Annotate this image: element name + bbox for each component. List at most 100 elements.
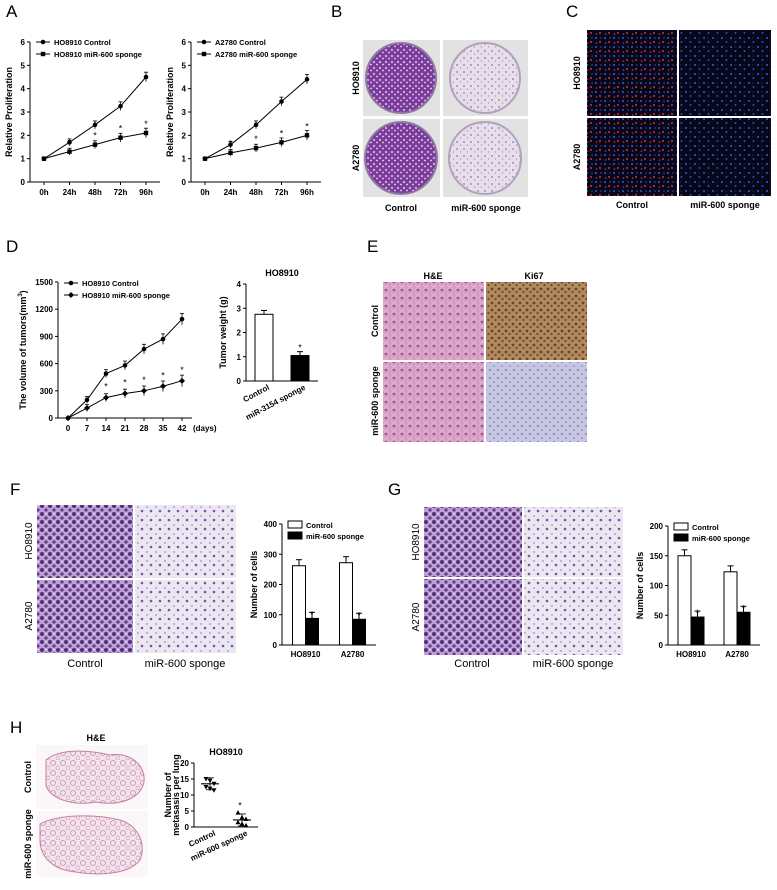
y-tick-label: 600	[40, 360, 54, 369]
row-label-e-sponge: miR-600 sponge	[370, 366, 380, 436]
col-label-f-control: Control	[67, 658, 102, 670]
significance-star: *	[144, 119, 148, 129]
lung-section-sponge	[39, 815, 143, 875]
y-tick-label: 0	[21, 178, 26, 187]
legend-marker	[40, 39, 46, 45]
data-point	[67, 140, 72, 145]
legend-marker	[40, 51, 46, 57]
fluor-a2780-sponge	[679, 118, 771, 196]
y-axis-label: The volume of tumors(mm3)	[18, 290, 28, 409]
legend-swatch	[673, 533, 689, 542]
x-tick-label: 0h	[200, 188, 209, 197]
y-tick-label: 4	[21, 85, 26, 94]
panel-f-transwell-images: HO8910 A2780 Control miR-600 sponge	[24, 505, 236, 670]
bar	[339, 562, 353, 646]
y-tick-label: 5	[185, 807, 190, 816]
row-label-g-ho8910: HO8910	[411, 523, 422, 561]
panel-b-colony-images: HO8910 A2780 Control miR-600 sponge	[351, 40, 528, 213]
y-tick-label: 5	[21, 61, 26, 70]
legend-label: Control	[306, 521, 333, 530]
significance-star: *	[310, 609, 314, 619]
y-tick-label: 1	[237, 353, 242, 362]
data-point	[304, 77, 310, 82]
transwell-f-a2780-sponge	[135, 580, 236, 653]
data-point	[122, 363, 128, 368]
panel-letter-h: H	[10, 718, 22, 737]
y-axis-label: Number of cells	[635, 552, 645, 620]
data-point	[203, 785, 209, 790]
data-point	[92, 142, 98, 147]
y-tick-label: 0	[182, 178, 187, 187]
y-tick-label: 0	[273, 641, 278, 650]
data-point	[160, 336, 166, 342]
x-tick-label: 24h	[224, 188, 238, 197]
fluor-a2780-control	[587, 118, 677, 196]
y-tick-label: 1	[182, 155, 187, 164]
legend-marker	[201, 39, 207, 45]
data-point	[118, 103, 123, 109]
row-label-c-ho8910: HO8910	[572, 56, 582, 90]
significance-star: *	[68, 138, 72, 148]
x-tick-label: miR-3154 sponge	[244, 383, 307, 422]
y-tick-label: 150	[650, 552, 664, 561]
col-label-c-control: Control	[616, 200, 648, 210]
panel-letter-b: B	[331, 2, 342, 21]
transwell-f-ho8910-sponge	[135, 505, 236, 578]
panel-letter-a: A	[6, 2, 18, 21]
significance-star: *	[742, 603, 746, 613]
col-label-f-sponge: miR-600 sponge	[145, 658, 226, 670]
data-point	[84, 405, 90, 412]
x-tick-label: 72h	[275, 188, 289, 197]
data-point	[179, 377, 185, 384]
legend-marker	[201, 51, 207, 57]
data-point	[92, 122, 98, 128]
significance-star: *	[298, 343, 302, 353]
x-tick-label: HO8910	[676, 650, 706, 659]
data-point	[143, 74, 149, 80]
y-tick-label: 100	[650, 582, 664, 591]
chart-a-a2780-proliferation: 0 1 2 3 4 5 6 0h 24h 48h 72h 96h Relative Proliferat…	[165, 38, 321, 197]
col-label-c-sponge: miR-600 sponge	[690, 200, 760, 210]
x-tick-label: 28	[140, 424, 149, 433]
x-tick-label: 24h	[63, 188, 77, 197]
y-tick-label: 15	[180, 775, 189, 784]
legend-label: miR-600 sponge	[692, 534, 750, 543]
legend-label: HO8910 Control	[82, 279, 139, 288]
y-tick-label: 4	[237, 280, 242, 289]
data-point	[228, 142, 233, 147]
col-label-b-sponge: miR-600 sponge	[451, 203, 521, 213]
row-label-e-control: Control	[370, 305, 380, 337]
data-point	[304, 133, 310, 138]
data-point	[84, 397, 90, 403]
y-axis-label-text: The volume of tumors(mm	[18, 297, 28, 410]
y-tick-label: 3	[182, 108, 187, 117]
y-tick-label: 2	[182, 131, 187, 140]
data-point	[243, 822, 249, 828]
transwell-g-a2780-control	[424, 579, 522, 655]
legend-label: A2780 Control	[215, 38, 266, 47]
bar	[690, 616, 705, 646]
col-label-b-control: Control	[385, 203, 417, 213]
y-tick-label: 200	[264, 581, 278, 590]
y-tick-label: 2	[237, 329, 242, 338]
y-tick-label: 0	[659, 641, 664, 650]
row-label-f-ho8910: HO8910	[24, 522, 35, 560]
significance-star: *	[254, 134, 258, 144]
y-tick-label: 1500	[35, 278, 53, 287]
y-tick-label: 50	[654, 611, 663, 620]
x-tick-label: 72h	[114, 188, 128, 197]
x-tick-label: A2780	[341, 650, 365, 659]
y-tick-label: 5	[182, 61, 187, 70]
row-label-h-sponge: miR-600 sponge	[23, 809, 33, 879]
data-point	[279, 99, 284, 104]
lung-section-control	[45, 750, 145, 804]
bar	[677, 555, 692, 646]
panel-c-fluorescence-images: HO8910 A2780 Control miR-600 sponge	[572, 30, 771, 210]
significance-star: *	[180, 365, 184, 375]
data-point	[141, 387, 147, 394]
x-tick-label: 48h	[88, 188, 102, 197]
transwell-g-ho8910-sponge	[524, 507, 623, 577]
y-axis-label: Number of cells	[249, 551, 259, 619]
ki67-sponge	[486, 362, 587, 442]
